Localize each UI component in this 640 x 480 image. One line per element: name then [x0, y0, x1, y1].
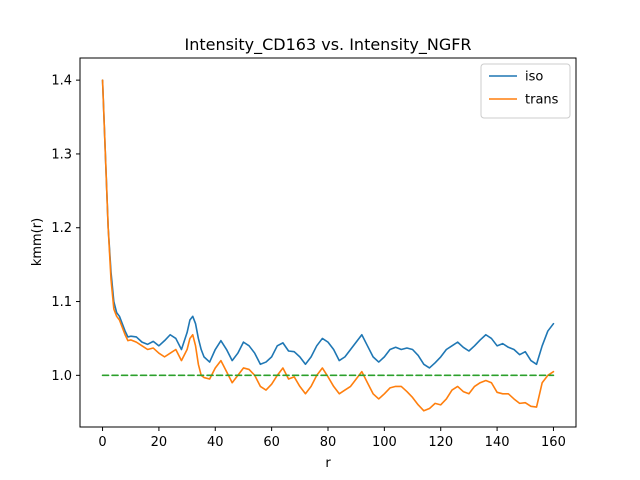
x-tick-label: 140 [485, 435, 510, 450]
y-axis-label: kmm(r) [30, 218, 45, 266]
x-tick-label: 60 [263, 435, 280, 450]
y-tick-label: 1.4 [51, 74, 72, 89]
y-tick-label: 1.3 [51, 147, 72, 162]
x-tick-label: 160 [541, 435, 566, 450]
series-line-trans [101, 79, 555, 412]
y-axis: 1.0 1.1 1.2 1.3 1.4 [51, 74, 80, 384]
chart-title: Intensity_CD163 vs. Intensity_NGFR [184, 35, 471, 55]
x-tick-label: 80 [320, 435, 337, 450]
x-tick-label: 40 [207, 435, 224, 450]
x-tick-label: 20 [151, 435, 168, 450]
y-tick-label: 1.1 [51, 295, 72, 310]
legend-frame [480, 63, 571, 119]
x-tick-label: 100 [372, 435, 397, 450]
series-line-iso [101, 79, 555, 369]
y-tick-label: 1.0 [51, 369, 72, 384]
legend-label-iso: iso [525, 70, 543, 85]
x-tick-label: 120 [428, 435, 453, 450]
series-layer [101, 79, 555, 412]
x-axis: 0 20 40 60 80 100 120 140 160 [98, 427, 566, 450]
x-axis-label: r [325, 456, 331, 471]
legend-label-trans: trans [525, 93, 559, 108]
legend: iso trans [480, 63, 571, 119]
y-tick-label: 1.2 [51, 221, 72, 236]
x-tick-label: 0 [98, 435, 106, 450]
